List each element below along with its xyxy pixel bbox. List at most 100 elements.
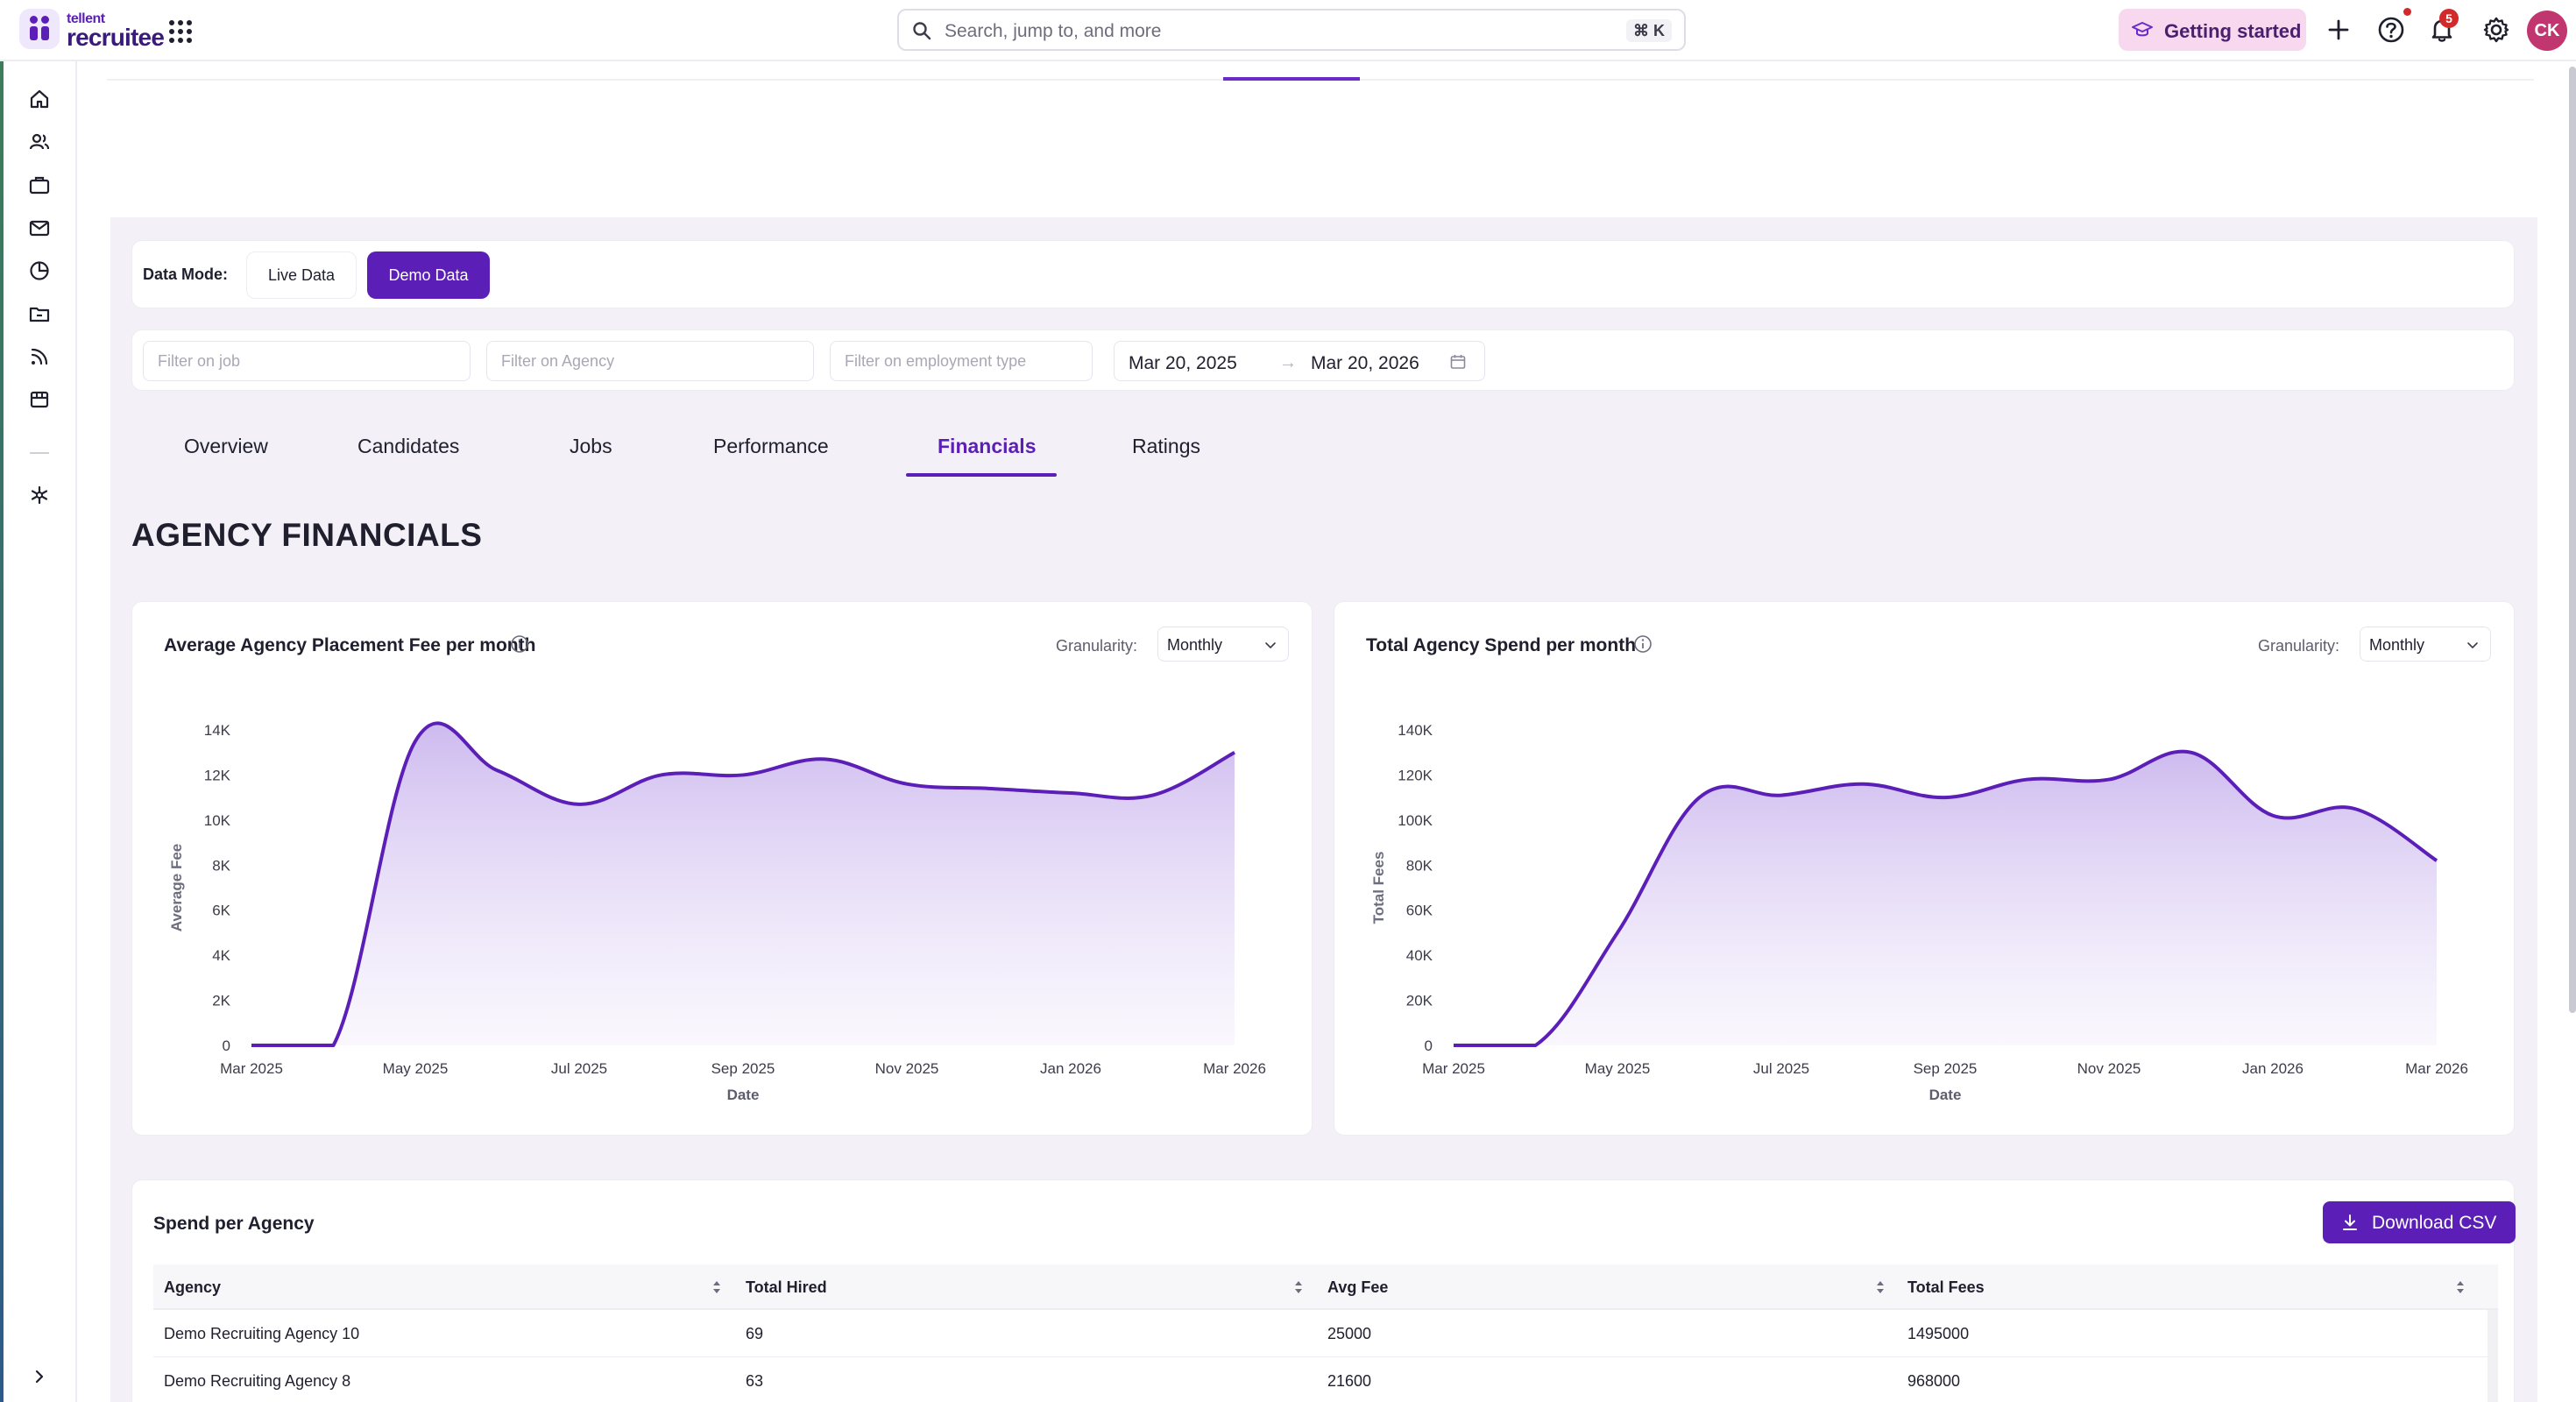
y-tick-label: 12K [204, 767, 231, 783]
data-point[interactable] [1448, 1040, 1459, 1051]
window-edge [0, 61, 4, 1402]
x-tick-label: Mar 2025 [220, 1060, 283, 1077]
tab-ratings[interactable]: Ratings [1132, 435, 1200, 457]
date-range-picker[interactable]: Mar 20, 2025 → Mar 20, 2026 [1114, 341, 1485, 381]
candidates-icon[interactable] [28, 131, 51, 153]
column-header-total-fees[interactable]: Total Fees [1907, 1278, 1985, 1296]
x-tick-label: Jul 2025 [551, 1060, 607, 1077]
granularity-select[interactable]: Monthly [2360, 627, 2491, 662]
granularity-label: Granularity: [1056, 637, 1138, 655]
info-icon[interactable] [1632, 634, 1653, 655]
tab-financials[interactable]: Financials [938, 435, 1037, 457]
table-row[interactable]: Demo Recruiting Agency 10 69 25000 14950… [153, 1310, 2488, 1357]
search-shortcut: ⌘ K [1626, 19, 1672, 42]
column-header-avg-fee[interactable]: Avg Fee [1327, 1278, 1389, 1296]
tab-candidates[interactable]: Candidates [357, 435, 460, 457]
data-point[interactable] [1148, 790, 1158, 801]
data-point[interactable] [656, 769, 667, 780]
home-icon[interactable] [28, 88, 51, 110]
chart-title: Average Agency Placement Fee per month [164, 635, 536, 655]
data-point[interactable] [1612, 927, 1623, 938]
top-bar: tellent recruitee Search, jump to, and m… [0, 0, 2576, 61]
download-icon [2343, 1214, 2357, 1230]
data-point[interactable] [1776, 790, 1787, 801]
mail-icon[interactable] [28, 216, 51, 239]
sort-icon[interactable] [711, 1278, 723, 1297]
data-point[interactable] [984, 783, 994, 794]
data-point[interactable] [2104, 775, 2114, 785]
x-tick-label: Nov 2025 [2077, 1060, 2141, 1077]
help-icon[interactable] [2376, 15, 2406, 45]
integrations-icon[interactable] [28, 484, 51, 506]
cell-total-hired: 63 [746, 1372, 764, 1390]
data-point[interactable] [2350, 804, 2360, 814]
data-point[interactable] [2431, 855, 2442, 866]
x-tick-label: Mar 2026 [1203, 1060, 1266, 1077]
search-input[interactable]: Search, jump to, and more ⌘ K [897, 9, 1686, 51]
column-header-agency[interactable]: Agency [164, 1278, 222, 1296]
data-point[interactable] [1229, 747, 1240, 758]
sort-icon[interactable] [2454, 1278, 2466, 1297]
plus-icon[interactable] [2324, 15, 2353, 45]
live-data-button[interactable]: Live Data [246, 251, 357, 299]
tab-jobs[interactable]: Jobs [570, 435, 612, 457]
employment-type-filter-input[interactable]: Filter on employment type [830, 341, 1093, 381]
x-tick-label: Mar 2026 [2405, 1060, 2468, 1077]
date-to[interactable]: Mar 20, 2026 [1311, 353, 1419, 373]
x-axis-label: Date [1929, 1087, 1962, 1103]
avg-fee-area-chart: 0 2K 4K 6K 8K 10K 12K 14K Mar 2025 May 2025 Jul 20… [168, 721, 1266, 1103]
folder-icon[interactable] [28, 302, 51, 325]
chevron-right-icon[interactable] [30, 1367, 49, 1386]
data-point[interactable] [574, 799, 584, 810]
feed-icon[interactable] [28, 345, 51, 368]
gear-icon[interactable] [2481, 15, 2511, 45]
reports-pie-icon[interactable] [28, 259, 51, 282]
date-from[interactable]: Mar 20, 2025 [1129, 353, 1237, 373]
page-scrollbar[interactable] [2569, 67, 2576, 1013]
x-tick-label: Sep 2025 [1914, 1060, 1978, 1077]
area-fill [1454, 751, 2437, 1045]
column-header-total-hired[interactable]: Total Hired [746, 1278, 827, 1296]
data-point[interactable] [329, 1040, 339, 1051]
series-line[interactable] [251, 721, 1235, 1047]
data-point[interactable] [902, 779, 912, 790]
user-avatar[interactable]: CK [2527, 11, 2567, 51]
job-filter-input[interactable]: Filter on job [143, 341, 471, 381]
calendar-icon[interactable] [1449, 353, 1467, 371]
y-tick-label: 20K [1406, 993, 1433, 1009]
tab-overview[interactable]: Overview [184, 435, 268, 457]
briefcase-icon[interactable] [28, 173, 51, 196]
spend-per-agency-card: Spend per Agency Download CSV Agency Tot… [131, 1179, 2516, 1402]
agency-filter-input[interactable]: Filter on Agency [486, 341, 814, 381]
getting-started-button[interactable]: Getting started [2119, 9, 2306, 51]
getting-started-label: Getting started [2164, 20, 2302, 42]
info-icon[interactable] [509, 634, 530, 655]
tab-performance[interactable]: Performance [713, 435, 829, 457]
table-row[interactable]: Demo Recruiting Agency 8 63 21600 968000 [153, 1357, 2488, 1402]
data-point[interactable] [2186, 747, 2197, 758]
apps-grid-icon[interactable] [168, 19, 193, 44]
marketplace-icon[interactable] [28, 388, 51, 411]
sort-icon[interactable] [1874, 1278, 1886, 1297]
y-tick-label: 80K [1406, 857, 1433, 874]
data-point[interactable] [246, 1040, 257, 1051]
data-point[interactable] [2022, 775, 2033, 785]
data-point[interactable] [1531, 1040, 1541, 1051]
data-point[interactable] [738, 769, 748, 780]
data-point[interactable] [820, 754, 831, 764]
data-point[interactable] [492, 765, 503, 775]
data-point[interactable] [2268, 811, 2278, 821]
data-point[interactable] [1065, 788, 1076, 798]
data-point[interactable] [1940, 792, 1950, 803]
sort-icon[interactable] [1292, 1278, 1305, 1297]
granularity-select[interactable]: Monthly [1157, 627, 1289, 662]
data-point[interactable] [410, 736, 421, 747]
data-mode-label: Data Mode: [143, 266, 229, 283]
series-line[interactable] [1454, 749, 2438, 1047]
brand-logo-icon[interactable] [19, 9, 60, 49]
demo-data-button[interactable]: Demo Data [367, 251, 490, 299]
table-scrollbar[interactable] [2488, 1310, 2498, 1402]
data-point[interactable] [1858, 779, 1869, 790]
data-point[interactable] [1695, 792, 1705, 803]
download-csv-button[interactable]: Download CSV [2323, 1201, 2516, 1243]
